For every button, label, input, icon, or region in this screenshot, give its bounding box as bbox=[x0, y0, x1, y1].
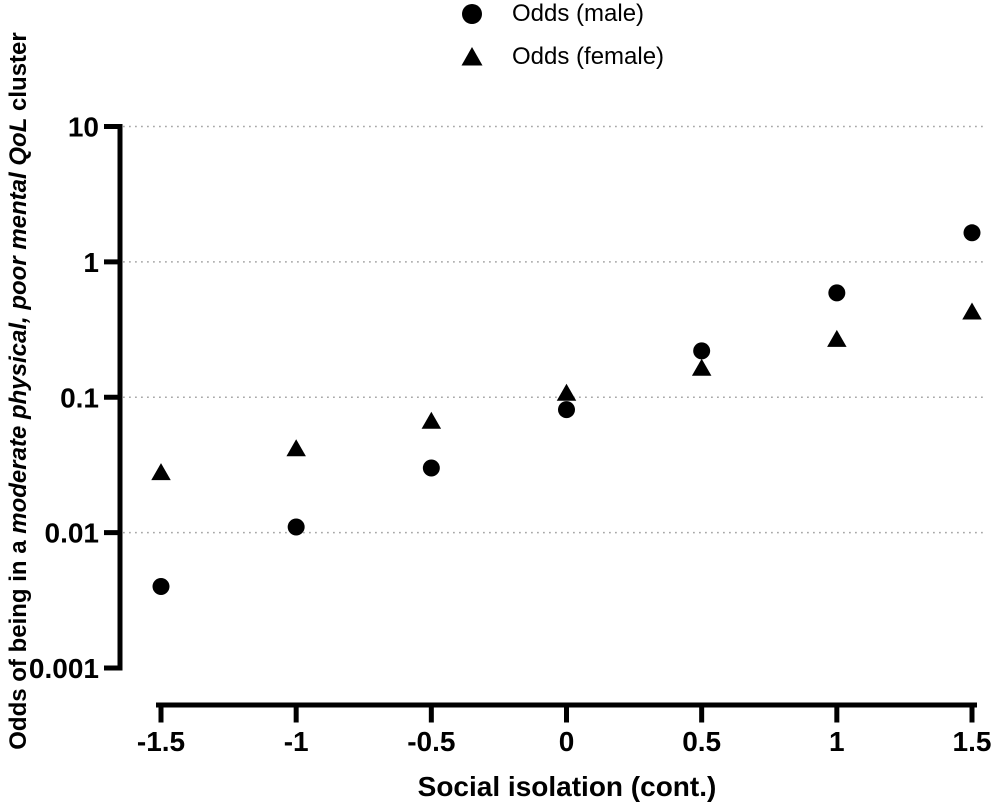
odds-female-point bbox=[151, 463, 171, 481]
legend: Odds (male) Odds (female) bbox=[460, 2, 664, 69]
odds-female-point bbox=[827, 329, 847, 347]
x-tick bbox=[158, 702, 164, 723]
y-axis-title-prefix: Odds of being in a bbox=[5, 533, 32, 750]
odds-male-point bbox=[422, 459, 440, 477]
y-tick-label: 1 bbox=[83, 247, 99, 278]
circle-marker-icon bbox=[462, 4, 482, 24]
y-axis-title-italic: moderate physical, poor mental QoL bbox=[5, 117, 32, 534]
y-tick-label: 0.1 bbox=[60, 382, 99, 413]
legend-item-male: Odds (male) bbox=[460, 2, 664, 26]
odds-male-point bbox=[963, 224, 981, 242]
x-tick-label: -1.5 bbox=[137, 726, 185, 757]
x-tick-label: 1.5 bbox=[953, 726, 992, 757]
x-tick-label: 1 bbox=[829, 726, 845, 757]
odds-male-point bbox=[828, 284, 846, 302]
legend-label-male: Odds (male) bbox=[512, 0, 645, 27]
x-tick bbox=[699, 702, 705, 723]
odds-female-point bbox=[556, 383, 577, 401]
y-tick bbox=[104, 259, 120, 265]
y-tick-label: 0.001 bbox=[29, 653, 99, 684]
y-tick bbox=[104, 394, 120, 400]
odds-female-point bbox=[286, 439, 306, 457]
x-tick-label: 0 bbox=[559, 726, 575, 757]
odds-female-point bbox=[421, 411, 442, 429]
odds-male-point bbox=[693, 342, 711, 360]
x-tick-label: 0.5 bbox=[682, 726, 721, 757]
triangle-marker-icon bbox=[461, 47, 483, 66]
y-tick bbox=[104, 530, 120, 536]
x-axis-title: Social isolation (cont.) bbox=[417, 771, 717, 802]
x-tick-label: -0.5 bbox=[407, 726, 455, 757]
odds-male-point bbox=[558, 401, 575, 419]
odds-male-point bbox=[152, 577, 170, 595]
legend-label-female: Odds (female) bbox=[512, 43, 665, 70]
y-tick-label: 10 bbox=[68, 112, 99, 143]
y-axis-title: Odds of being in a moderate physical, po… bbox=[5, 32, 33, 749]
y-tick bbox=[104, 124, 120, 129]
x-tick-label: -1 bbox=[284, 726, 309, 757]
odds-female-point bbox=[691, 358, 712, 376]
y-tick bbox=[104, 665, 120, 671]
x-tick bbox=[293, 702, 299, 723]
x-tick bbox=[834, 702, 840, 723]
x-tick bbox=[428, 702, 434, 723]
odds-female-point bbox=[962, 302, 982, 320]
y-axis-title-suffix: cluster bbox=[5, 32, 32, 118]
legend-item-female: Odds (female) bbox=[460, 45, 664, 69]
x-tick bbox=[564, 702, 569, 723]
y-tick-label: 0.01 bbox=[45, 518, 100, 549]
x-tick bbox=[969, 702, 975, 723]
odds-male-point bbox=[287, 518, 305, 536]
